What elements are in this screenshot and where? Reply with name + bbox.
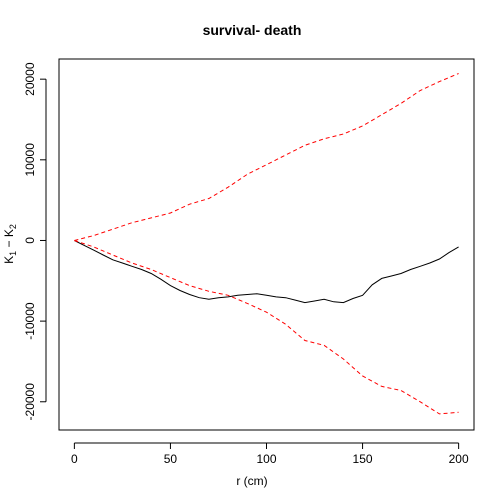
x-tick-label: 150: [353, 452, 373, 466]
y-tick-label: -20000: [23, 383, 37, 421]
x-tick-label: 100: [256, 452, 276, 466]
y-tick-label: 0: [23, 237, 37, 244]
plot-frame: [58, 58, 475, 431]
x-tick-label: 0: [71, 452, 78, 466]
envelope-line-1: [74, 73, 459, 241]
envelope-line-2: [74, 240, 459, 415]
x-tick-label: 200: [449, 452, 469, 466]
series-lines: [74, 73, 459, 415]
y-tick-label: 20000: [23, 62, 37, 96]
chart-title: survival- death: [202, 22, 302, 38]
axes: 0 50 100 150 200 -20000 -10000 0 10000 20000: [23, 58, 475, 466]
x-tick-label: 50: [164, 452, 178, 466]
y-tick-label: -10000: [23, 302, 37, 340]
y-tick-label: 10000: [23, 143, 37, 177]
x-axis-label: r (cm): [236, 474, 268, 488]
observed-line: [74, 240, 459, 304]
